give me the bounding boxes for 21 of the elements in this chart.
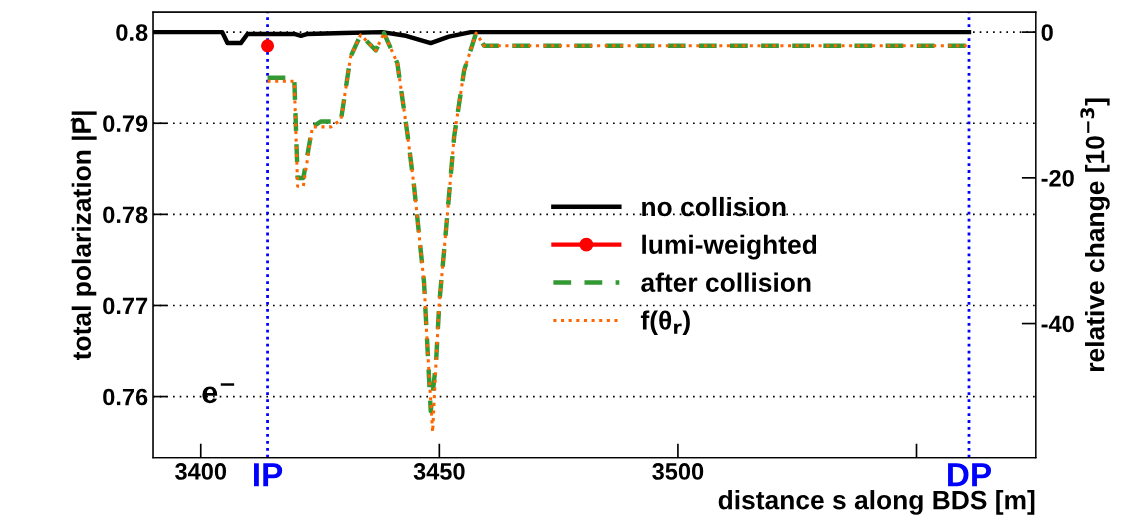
y2-axis-title: relative change [10$^{−3}$] [1080,98,1110,371]
y2-tick-label: -40 [1041,315,1074,333]
y2-tick-label: 0 [1041,24,1053,41]
y2-tick-label: -20 [1041,169,1074,187]
y-tick-label: 0.77 [103,297,148,315]
legend-label: lumi-weighted [642,234,817,260]
legend-label: f(θ$_{r}$) [640,310,690,335]
y-tick-label: 0.78 [103,206,148,224]
legend-label: after collision [641,272,811,292]
ref-line-label: DP [948,463,991,487]
x-axis-title: distance s along BDS [m] [718,490,1035,515]
x-tick-label: 3500 [652,463,704,480]
x-tick-label: 3400 [175,463,227,480]
y-tick-label: 0.8 [116,24,148,41]
x-tick-label: 3450 [413,463,465,480]
annotation: e$^{−}$ [202,383,235,404]
legend-label: no collision [642,196,786,217]
y-axis-title: total polarization |P⃗| [70,111,97,360]
y-tick-label: 0.76 [103,388,148,406]
ref-line-label: IP [254,463,283,487]
y-tick-label: 0.79 [103,115,148,133]
